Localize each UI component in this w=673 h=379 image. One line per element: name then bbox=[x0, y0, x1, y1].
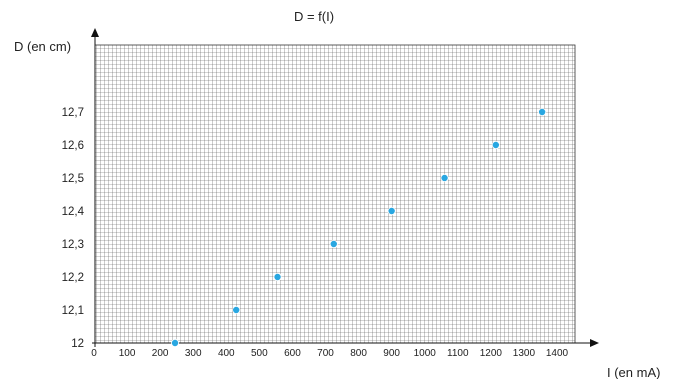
x-tick-label: 1100 bbox=[447, 348, 469, 359]
y-tick-label: 12,4 bbox=[62, 206, 85, 218]
x-tick-labels: 0 100 200 300 400 500 600 700 800 900 1000 1100 1200… bbox=[91, 348, 568, 359]
x-tick-label: 300 bbox=[185, 348, 202, 359]
y-axis-label: D (en cm) bbox=[14, 39, 71, 54]
data-point bbox=[232, 305, 241, 314]
y-tick-label: 12,7 bbox=[62, 107, 84, 119]
y-axis-arrow bbox=[91, 28, 99, 37]
x-axis-arrow bbox=[590, 339, 599, 347]
x-tick-label: 1300 bbox=[513, 348, 536, 359]
data-point bbox=[387, 206, 396, 215]
y-tick-label: 12,1 bbox=[62, 305, 84, 317]
data-point bbox=[171, 338, 180, 347]
x-tick-label: 700 bbox=[317, 348, 334, 359]
x-tick-label: 0 bbox=[91, 348, 97, 359]
x-tick-label: 1200 bbox=[480, 348, 503, 359]
y-tick-label: 12 bbox=[71, 338, 84, 350]
data-point bbox=[440, 173, 449, 182]
data-point bbox=[538, 108, 547, 117]
plot-grid-lines bbox=[94, 44, 576, 344]
y-tick-label: 12,2 bbox=[62, 272, 84, 284]
data-point bbox=[329, 239, 338, 248]
x-tick-label: 1000 bbox=[414, 348, 437, 359]
chart-title: D = f(I) bbox=[294, 9, 334, 24]
x-axis-label: I (en mA) bbox=[607, 365, 660, 379]
x-tick-label: 800 bbox=[350, 348, 367, 359]
x-tick-label: 1400 bbox=[546, 348, 569, 359]
y-tick-label: 12,5 bbox=[62, 173, 84, 185]
x-tick-label: 200 bbox=[152, 348, 169, 359]
data-point bbox=[491, 140, 500, 149]
data-point bbox=[273, 272, 282, 281]
x-tick-label: 600 bbox=[284, 348, 301, 359]
x-tick-label: 100 bbox=[119, 348, 136, 359]
y-tick-labels: 12 12,1 12,2 12,3 12,4 12,5 12,6 12,7 bbox=[62, 107, 85, 350]
y-tick-label: 12,3 bbox=[62, 239, 84, 251]
x-tick-label: 500 bbox=[251, 348, 268, 359]
x-tick-label: 900 bbox=[383, 348, 400, 359]
data-points bbox=[171, 108, 547, 347]
x-tick-label: 400 bbox=[218, 348, 235, 359]
y-tick-label: 12,6 bbox=[62, 140, 84, 152]
